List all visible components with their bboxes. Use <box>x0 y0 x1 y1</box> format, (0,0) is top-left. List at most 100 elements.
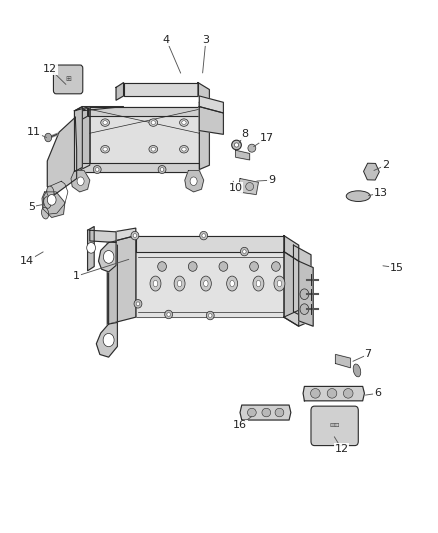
Ellipse shape <box>272 262 280 271</box>
Polygon shape <box>293 245 311 321</box>
Ellipse shape <box>103 334 114 346</box>
FancyBboxPatch shape <box>53 65 83 94</box>
Polygon shape <box>240 405 291 420</box>
Ellipse shape <box>101 146 110 153</box>
Polygon shape <box>303 386 364 401</box>
Ellipse shape <box>103 120 107 124</box>
Text: 1: 1 <box>73 271 80 281</box>
Ellipse shape <box>87 243 95 253</box>
Ellipse shape <box>208 313 212 317</box>
Ellipse shape <box>204 280 208 287</box>
Ellipse shape <box>275 408 284 417</box>
Ellipse shape <box>103 147 107 151</box>
Polygon shape <box>185 171 204 192</box>
Polygon shape <box>284 252 299 326</box>
Ellipse shape <box>277 280 282 287</box>
Polygon shape <box>47 117 77 195</box>
Ellipse shape <box>230 280 234 287</box>
Polygon shape <box>236 150 250 160</box>
Ellipse shape <box>202 233 205 237</box>
Ellipse shape <box>311 389 320 398</box>
Ellipse shape <box>93 165 101 173</box>
Polygon shape <box>81 107 90 169</box>
Polygon shape <box>88 227 94 271</box>
Ellipse shape <box>300 289 309 300</box>
Ellipse shape <box>206 311 214 320</box>
Polygon shape <box>199 96 223 113</box>
Ellipse shape <box>131 231 139 240</box>
Text: 7: 7 <box>364 350 371 359</box>
Ellipse shape <box>153 280 158 287</box>
Ellipse shape <box>158 262 166 271</box>
Ellipse shape <box>346 191 370 201</box>
Ellipse shape <box>165 310 173 319</box>
Ellipse shape <box>343 389 353 398</box>
Ellipse shape <box>256 280 261 287</box>
Ellipse shape <box>167 312 170 316</box>
Polygon shape <box>90 107 199 163</box>
Ellipse shape <box>227 276 237 291</box>
Polygon shape <box>74 107 82 172</box>
Ellipse shape <box>103 251 114 263</box>
Ellipse shape <box>174 276 185 291</box>
Polygon shape <box>124 83 198 96</box>
Ellipse shape <box>133 233 137 237</box>
Ellipse shape <box>200 276 211 291</box>
Polygon shape <box>199 107 223 134</box>
Ellipse shape <box>47 195 56 205</box>
Ellipse shape <box>158 165 166 173</box>
Polygon shape <box>74 107 90 111</box>
Text: 6: 6 <box>374 389 381 398</box>
Ellipse shape <box>250 262 258 271</box>
Polygon shape <box>107 243 117 325</box>
Ellipse shape <box>247 408 256 417</box>
Text: 12: 12 <box>43 64 57 74</box>
Polygon shape <box>198 83 209 102</box>
Ellipse shape <box>134 300 142 308</box>
Polygon shape <box>96 322 117 357</box>
Ellipse shape <box>262 408 271 417</box>
Text: 5: 5 <box>28 202 35 212</box>
Ellipse shape <box>219 262 228 271</box>
Polygon shape <box>99 241 116 272</box>
Polygon shape <box>81 107 124 111</box>
Ellipse shape <box>177 280 182 287</box>
Polygon shape <box>81 163 199 172</box>
Ellipse shape <box>327 389 337 398</box>
Polygon shape <box>116 83 124 100</box>
Polygon shape <box>284 310 311 326</box>
Ellipse shape <box>151 147 155 151</box>
Text: ⊞: ⊞ <box>65 76 71 83</box>
Ellipse shape <box>232 140 241 150</box>
Polygon shape <box>90 230 116 243</box>
Text: 15: 15 <box>389 263 403 272</box>
Text: 12: 12 <box>335 444 349 454</box>
Text: 3: 3 <box>202 35 209 45</box>
Ellipse shape <box>240 247 248 256</box>
Ellipse shape <box>188 262 197 271</box>
Ellipse shape <box>200 231 208 240</box>
Text: 14: 14 <box>20 256 34 266</box>
Ellipse shape <box>44 197 51 208</box>
Ellipse shape <box>136 302 140 306</box>
Text: ⊟⊡: ⊟⊡ <box>329 423 340 429</box>
Polygon shape <box>81 107 88 120</box>
Polygon shape <box>74 163 81 176</box>
Polygon shape <box>42 192 65 217</box>
Polygon shape <box>238 179 258 195</box>
Text: 17: 17 <box>260 133 274 142</box>
Ellipse shape <box>182 147 186 151</box>
Text: 4: 4 <box>163 35 170 45</box>
Ellipse shape <box>190 177 197 185</box>
Polygon shape <box>109 228 136 243</box>
Ellipse shape <box>180 146 188 153</box>
Ellipse shape <box>300 304 309 314</box>
Text: 10: 10 <box>229 183 243 192</box>
Text: 9: 9 <box>268 175 275 185</box>
Ellipse shape <box>246 182 254 191</box>
Ellipse shape <box>180 119 188 126</box>
Ellipse shape <box>353 364 361 377</box>
Text: 8: 8 <box>241 130 248 139</box>
Ellipse shape <box>151 120 155 124</box>
Ellipse shape <box>274 276 285 291</box>
